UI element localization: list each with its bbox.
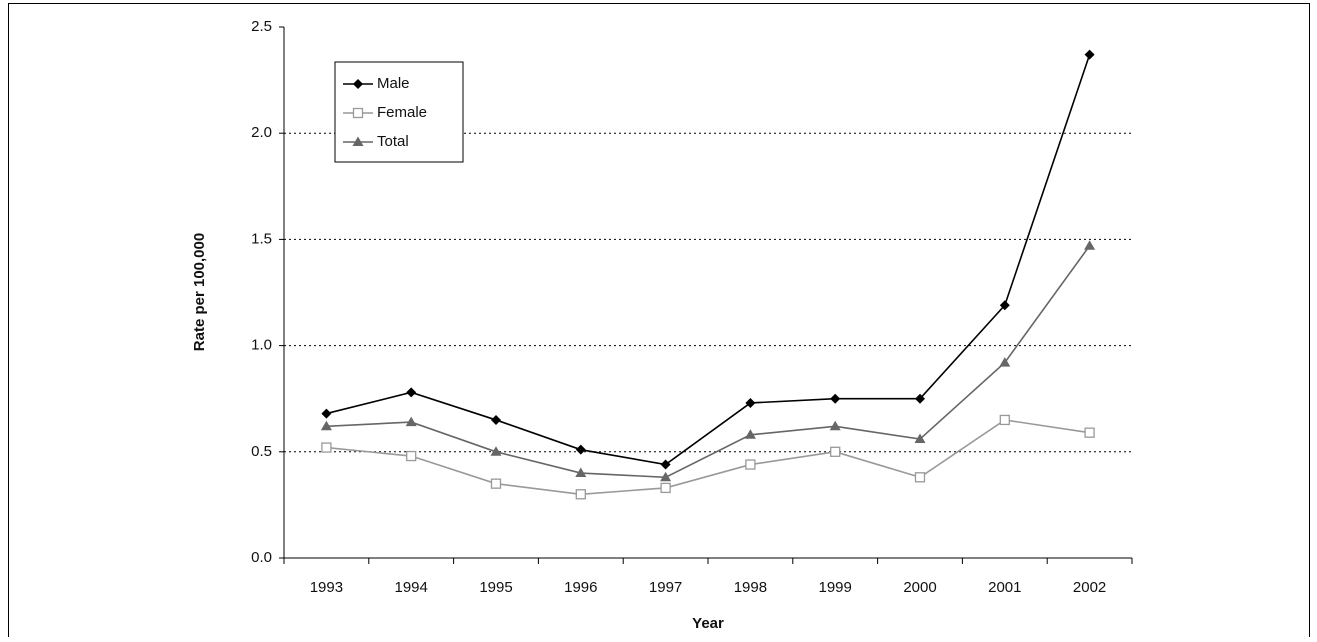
data-point	[914, 433, 926, 444]
data-point	[660, 459, 671, 470]
data-point	[830, 446, 841, 457]
legend-label: Male	[377, 75, 410, 92]
data-point	[575, 467, 587, 478]
series-line	[326, 419, 1090, 496]
data-point	[490, 446, 502, 456]
data-point	[491, 414, 501, 425]
data-point	[320, 420, 332, 431]
y-tick-label: 1.5	[251, 230, 272, 247]
x-tick-label: 2001	[988, 579, 1021, 596]
x-tick-label: 1999	[819, 579, 852, 596]
x-tick-label: 1993	[310, 579, 343, 596]
y-tick-label: 1.0	[251, 337, 272, 354]
y-axis-title: Rate per 100,000	[191, 233, 208, 351]
data-point	[405, 416, 417, 427]
legend-marker	[352, 107, 364, 119]
x-tick-label: 2002	[1073, 579, 1106, 596]
data-point	[575, 444, 586, 455]
data-point	[575, 489, 586, 500]
y-tick-label: 0.5	[251, 443, 272, 460]
data-point	[321, 408, 332, 419]
data-point	[490, 478, 502, 489]
data-point	[1084, 427, 1095, 438]
y-tick-label: 0.0	[251, 549, 272, 566]
y-tick-label: 2.5	[251, 18, 272, 35]
data-point	[744, 429, 756, 439]
x-tick-label: 1998	[734, 579, 767, 596]
series-line	[326, 54, 1091, 466]
data-point	[321, 442, 332, 453]
x-tick-label: 1994	[395, 579, 428, 596]
data-point	[660, 482, 671, 494]
legend-label: Female	[377, 104, 427, 121]
legend-marker	[353, 79, 363, 89]
legend-marker	[352, 136, 364, 146]
y-tick-label: 2.0	[251, 124, 272, 141]
x-tick-label: 1997	[649, 579, 682, 596]
data-point	[660, 471, 672, 482]
data-point	[999, 300, 1010, 311]
x-axis-title: Year	[692, 615, 724, 632]
data-point	[745, 397, 756, 408]
data-point	[745, 459, 756, 470]
x-tick-label: 2000	[903, 579, 936, 596]
data-point	[914, 472, 926, 483]
data-point	[999, 414, 1010, 426]
data-point	[1084, 49, 1095, 60]
data-point	[915, 393, 925, 404]
x-tick-label: 1995	[479, 579, 512, 596]
series-line	[326, 245, 1091, 479]
legend-label: Total	[377, 133, 409, 150]
frame	[8, 3, 1310, 637]
data-point	[1084, 240, 1096, 250]
data-point	[829, 420, 841, 431]
data-point	[406, 387, 417, 398]
x-tick-label: 1996	[564, 579, 597, 596]
data-point	[830, 393, 841, 404]
data-point	[406, 450, 417, 462]
data-point	[999, 357, 1011, 367]
